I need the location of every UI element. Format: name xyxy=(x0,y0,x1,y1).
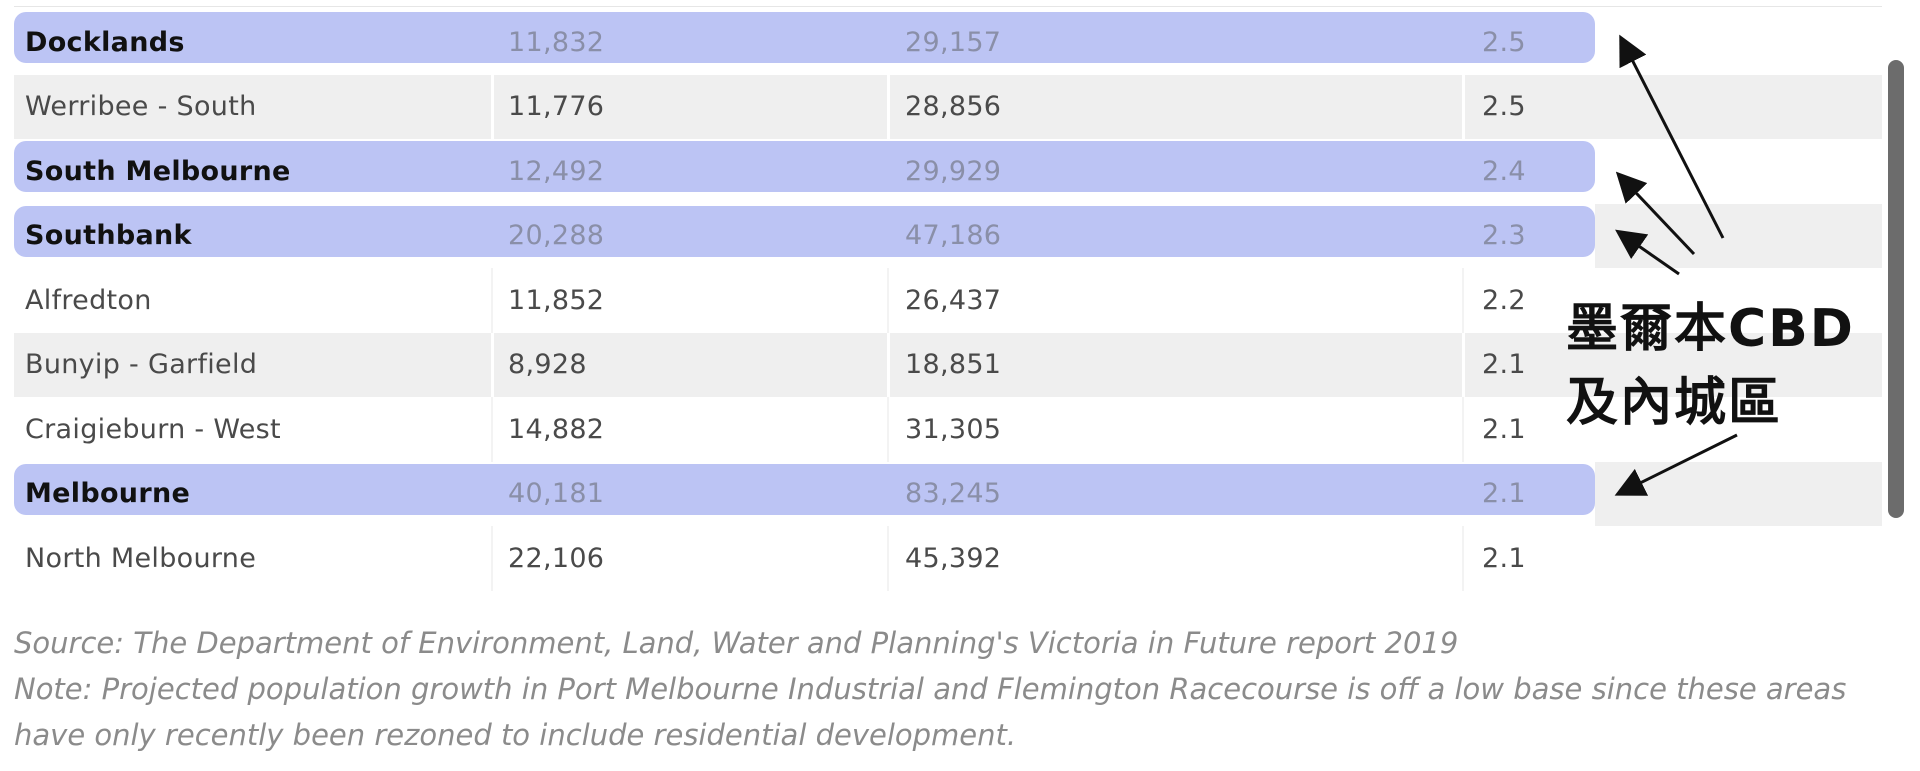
column-separator xyxy=(887,526,889,591)
column-separator xyxy=(1462,268,1464,333)
column-separator xyxy=(887,268,889,333)
column-separator xyxy=(491,268,493,333)
table-row: Alfredton 11,852 26,437 2.2 xyxy=(14,268,1882,333)
growth-cell: 2.4 xyxy=(1482,155,1526,187)
column-separator xyxy=(491,397,493,462)
value-cell-1: 22,106 xyxy=(508,542,605,574)
value-cell-1: 11,776 xyxy=(508,91,605,123)
value-cell-2: 47,186 xyxy=(905,220,1002,252)
value-cell-1: 40,181 xyxy=(508,478,605,510)
suburb-cell: North Melbourne xyxy=(25,542,257,574)
growth-cell: 2.1 xyxy=(1482,542,1526,574)
suburb-cell: Melbourne xyxy=(25,478,191,510)
suburb-cell: Alfredton xyxy=(25,284,152,316)
table-row: Bunyip - Garfield 8,928 18,851 2.1 xyxy=(14,332,1882,397)
note-line-2: have only recently been rezoned to inclu… xyxy=(14,718,1017,752)
value-cell-2: 26,437 xyxy=(905,284,1002,316)
value-cell-2: 45,392 xyxy=(905,542,1002,574)
row-highlight xyxy=(14,141,1595,192)
suburb-cell: Docklands xyxy=(25,26,185,58)
scrollbar[interactable] xyxy=(1888,60,1904,518)
growth-cell: 2.5 xyxy=(1482,91,1526,123)
column-separator xyxy=(1462,74,1465,139)
row-highlight xyxy=(14,205,1595,257)
value-cell-1: 11,832 xyxy=(508,26,605,58)
annotation-line-1: 墨爾本CBD xyxy=(1566,299,1855,359)
suburb-cell: Southbank xyxy=(25,220,192,252)
table-row: South Melbourne 12,492 29,929 2.4 xyxy=(14,139,1882,204)
column-separator xyxy=(887,332,890,397)
note-line-1: Note: Projected population growth in Por… xyxy=(14,672,1847,706)
table-top-rule xyxy=(14,0,1882,7)
column-separator xyxy=(491,74,494,139)
growth-cell: 2.1 xyxy=(1482,478,1526,510)
suburb-cell: Craigieburn - West xyxy=(25,413,281,445)
column-separator xyxy=(1462,397,1464,462)
table-row: Docklands 11,832 29,157 2.5 xyxy=(14,10,1882,75)
value-cell-1: 14,882 xyxy=(508,413,605,445)
row-highlight xyxy=(14,463,1595,515)
cbd-annotation: 墨爾本CBD 及內城區 xyxy=(1566,292,1855,440)
value-cell-2: 18,851 xyxy=(905,349,1002,381)
table-row: Melbourne 40,181 83,245 2.1 xyxy=(14,461,1882,527)
suburb-cell: Werribee - South xyxy=(25,91,257,123)
row-highlight xyxy=(14,12,1595,63)
growth-cell: 2.3 xyxy=(1482,220,1526,252)
column-separator xyxy=(491,526,493,591)
value-cell-1: 8,928 xyxy=(508,349,587,381)
source-note: Source: The Department of Environment, L… xyxy=(14,626,1459,660)
growth-cell: 2.5 xyxy=(1482,26,1526,58)
value-cell-1: 11,852 xyxy=(508,284,605,316)
growth-cell: 2.1 xyxy=(1482,349,1526,381)
value-cell-2: 29,929 xyxy=(905,155,1002,187)
table-row: Craigieburn - West 14,882 31,305 2.1 xyxy=(14,397,1882,462)
suburb-cell: South Melbourne xyxy=(25,155,291,187)
value-cell-2: 83,245 xyxy=(905,478,1002,510)
table-row: North Melbourne 22,106 45,392 2.1 xyxy=(14,526,1882,591)
value-cell-1: 20,288 xyxy=(508,220,605,252)
suburb-cell: Bunyip - Garfield xyxy=(25,349,258,381)
column-separator xyxy=(1462,332,1465,397)
value-cell-1: 12,492 xyxy=(508,155,605,187)
table-notes: Source: The Department of Environment, L… xyxy=(14,620,1894,758)
value-cell-2: 29,157 xyxy=(905,26,1002,58)
annotation-line-2: 及內城區 xyxy=(1566,373,1783,433)
value-cell-2: 28,856 xyxy=(905,91,1002,123)
column-separator xyxy=(887,74,890,139)
growth-cell: 2.1 xyxy=(1482,413,1526,445)
growth-cell: 2.2 xyxy=(1482,284,1526,316)
table-row: Southbank 20,288 47,186 2.3 xyxy=(14,203,1882,269)
column-separator xyxy=(1462,526,1464,591)
column-separator xyxy=(887,397,889,462)
table-row: Werribee - South 11,776 28,856 2.5 xyxy=(14,74,1882,139)
value-cell-2: 31,305 xyxy=(905,413,1002,445)
column-separator xyxy=(491,332,494,397)
